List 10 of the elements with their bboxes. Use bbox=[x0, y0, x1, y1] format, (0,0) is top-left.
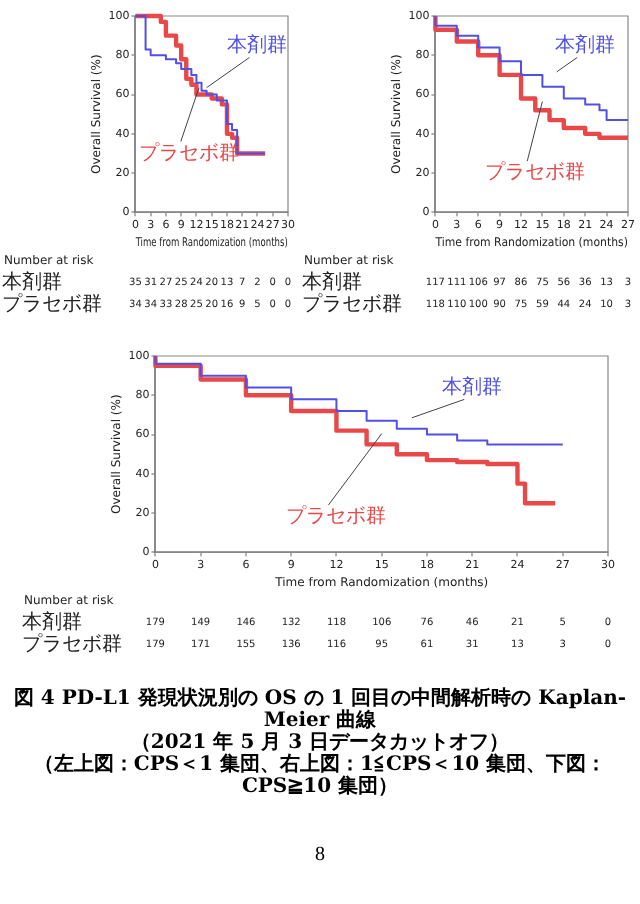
series-label: プラセボ群 bbox=[138, 140, 239, 165]
text: （2021 年 5 月 3 日データカットオフ） bbox=[128, 732, 512, 754]
series-label: プラセボ群 bbox=[485, 160, 586, 185]
series-label: 本剤群 bbox=[555, 32, 616, 57]
text: 8 bbox=[313, 844, 327, 866]
caption: 図 4 PD-L1 発現状況別の OS の 1 回目の中間解析時の Kaplan-Meier 曲線 bbox=[11, 688, 629, 732]
series-label: 本剤群 bbox=[442, 374, 503, 399]
series-label: 本剤群 bbox=[227, 32, 288, 57]
text: プラセボ群 bbox=[286, 504, 387, 529]
text: （左上図：CPS＜1 集団、右上図：1≦CPS＜10 集団、下図：CPS≧10 集団） bbox=[31, 754, 609, 798]
